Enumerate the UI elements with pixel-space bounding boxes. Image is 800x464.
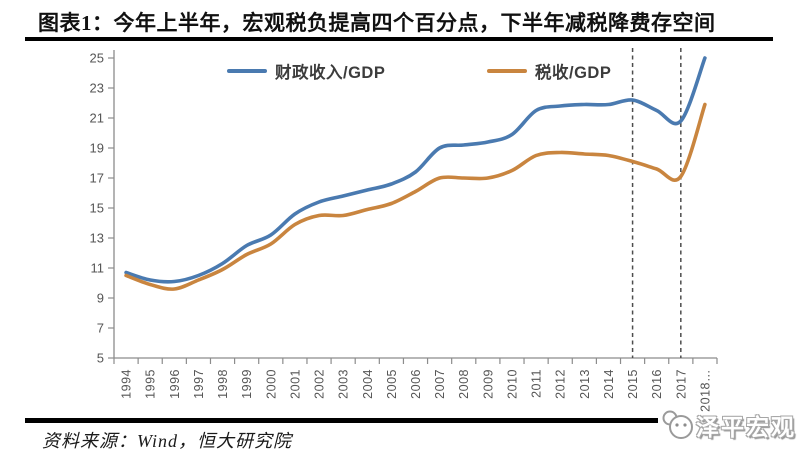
svg-text:7: 7 (97, 321, 104, 336)
svg-text:1997: 1997 (192, 369, 206, 399)
svg-text:19: 19 (90, 141, 104, 156)
svg-text:2014: 2014 (602, 369, 616, 399)
zeping-logo-text: 泽平宏观 (696, 414, 796, 440)
svg-text:2018…: 2018… (698, 369, 712, 412)
svg-text:9: 9 (97, 291, 104, 306)
svg-text:11: 11 (91, 261, 105, 276)
svg-text:2003: 2003 (337, 369, 351, 399)
svg-text:23: 23 (90, 81, 104, 96)
svg-text:2005: 2005 (385, 369, 399, 399)
axes: 25 23 21 19 17 15 13 11 9 7 5 1994 1995 1996 1997 1998 1… (90, 50, 718, 412)
svg-text:2002: 2002 (313, 369, 327, 399)
svg-text:1994: 1994 (120, 369, 134, 399)
svg-text:1995: 1995 (144, 369, 158, 399)
svg-text:1999: 1999 (240, 369, 254, 399)
svg-text:2008: 2008 (457, 369, 471, 399)
svg-text:1996: 1996 (168, 369, 182, 399)
svg-text:2011: 2011 (530, 369, 544, 398)
svg-text:2010: 2010 (505, 369, 519, 399)
svg-text:2007: 2007 (433, 369, 447, 399)
series-line-1 (124, 102, 707, 291)
dashed-vlines (631, 48, 682, 358)
svg-text:15: 15 (90, 201, 104, 216)
series-line-0 (124, 56, 707, 284)
svg-text:2017: 2017 (674, 369, 688, 399)
zeping-macro-logo: 泽平宏观 (660, 408, 796, 442)
svg-text:2012: 2012 (554, 369, 568, 399)
svg-text:1998: 1998 (216, 369, 230, 399)
svg-text:21: 21 (90, 111, 104, 126)
svg-text:5: 5 (97, 351, 104, 366)
svg-text:2006: 2006 (409, 369, 423, 399)
title-divider-rule (25, 37, 773, 41)
zeping-logo-face-icon (662, 410, 693, 439)
svg-text:2001: 2001 (288, 369, 302, 399)
svg-text:25: 25 (90, 51, 104, 66)
svg-text:2015: 2015 (626, 369, 640, 399)
svg-text:2004: 2004 (361, 369, 375, 399)
svg-text:13: 13 (90, 231, 104, 246)
footer-divider-rule (25, 418, 658, 423)
svg-text:2000: 2000 (264, 369, 278, 399)
svg-text:2009: 2009 (481, 369, 495, 399)
chart-title: 图表1：今年上半年，宏观税负提高四个百分点，下半年减税降费存空间 (38, 11, 716, 35)
svg-text:17: 17 (90, 171, 104, 186)
svg-text:2016: 2016 (650, 369, 664, 399)
svg-text:2013: 2013 (578, 369, 592, 399)
data-source-note: 资料来源：Wind，恒大研究院 (42, 431, 293, 451)
